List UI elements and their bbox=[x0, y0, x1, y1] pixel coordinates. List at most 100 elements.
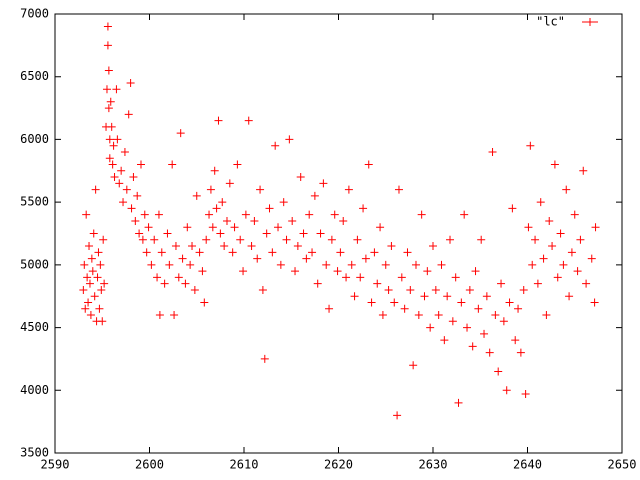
point bbox=[394, 185, 403, 194]
point bbox=[88, 267, 97, 276]
point bbox=[241, 210, 250, 219]
point bbox=[79, 285, 88, 294]
x-tick-label: 2610 bbox=[230, 458, 259, 472]
point bbox=[291, 267, 300, 276]
point bbox=[208, 223, 217, 232]
point bbox=[100, 279, 109, 288]
point bbox=[112, 85, 121, 94]
point bbox=[168, 160, 177, 169]
point bbox=[81, 304, 90, 313]
point bbox=[104, 66, 113, 75]
point bbox=[214, 116, 223, 125]
point bbox=[471, 267, 480, 276]
point bbox=[142, 248, 151, 257]
point bbox=[129, 173, 138, 182]
x-tick-label: 2630 bbox=[419, 458, 448, 472]
point bbox=[299, 229, 308, 238]
point bbox=[210, 166, 219, 175]
point bbox=[115, 179, 124, 188]
point bbox=[353, 235, 362, 244]
point bbox=[205, 210, 214, 219]
point bbox=[463, 323, 472, 332]
point bbox=[576, 235, 585, 244]
point bbox=[488, 147, 497, 156]
point bbox=[85, 279, 94, 288]
point bbox=[524, 223, 533, 232]
point bbox=[268, 248, 277, 257]
point bbox=[138, 235, 147, 244]
point bbox=[253, 254, 262, 263]
point bbox=[94, 248, 103, 257]
point bbox=[393, 411, 402, 420]
point bbox=[256, 185, 265, 194]
point bbox=[103, 22, 112, 31]
point bbox=[135, 229, 144, 238]
point bbox=[491, 311, 500, 320]
point bbox=[212, 204, 221, 213]
point bbox=[165, 260, 174, 269]
point bbox=[236, 235, 245, 244]
point bbox=[454, 398, 463, 407]
point bbox=[474, 304, 483, 313]
point bbox=[176, 129, 185, 138]
point bbox=[183, 223, 192, 232]
point bbox=[89, 229, 98, 238]
point bbox=[376, 223, 385, 232]
point bbox=[437, 260, 446, 269]
point bbox=[556, 229, 565, 238]
point bbox=[262, 229, 271, 238]
point bbox=[347, 260, 356, 269]
point bbox=[420, 292, 429, 301]
point bbox=[344, 185, 353, 194]
point bbox=[409, 361, 418, 370]
point bbox=[155, 311, 164, 320]
point bbox=[97, 285, 106, 294]
point bbox=[228, 248, 237, 257]
point bbox=[282, 235, 291, 244]
point bbox=[247, 242, 256, 251]
legend-marker bbox=[582, 18, 598, 26]
y-tick-label: 5500 bbox=[20, 195, 49, 209]
point bbox=[587, 254, 596, 263]
point bbox=[126, 78, 135, 87]
point bbox=[82, 210, 91, 219]
point bbox=[190, 285, 199, 294]
point bbox=[497, 279, 506, 288]
point bbox=[333, 267, 342, 276]
point bbox=[390, 298, 399, 307]
point bbox=[120, 147, 129, 156]
point bbox=[174, 273, 183, 282]
point bbox=[591, 223, 600, 232]
point bbox=[93, 273, 102, 282]
point bbox=[86, 311, 95, 320]
point bbox=[511, 336, 520, 345]
point bbox=[103, 41, 112, 50]
point bbox=[308, 248, 317, 257]
legend-label: "lc" bbox=[536, 15, 565, 29]
y-tick-label: 4000 bbox=[20, 383, 49, 397]
point bbox=[477, 235, 486, 244]
point bbox=[582, 279, 591, 288]
point bbox=[186, 260, 195, 269]
point bbox=[80, 260, 89, 269]
point bbox=[460, 210, 469, 219]
point bbox=[260, 354, 269, 363]
point bbox=[361, 254, 370, 263]
point bbox=[200, 298, 209, 307]
point bbox=[87, 254, 96, 263]
point bbox=[545, 216, 554, 225]
point bbox=[83, 273, 92, 282]
point bbox=[485, 348, 494, 357]
point bbox=[539, 254, 548, 263]
point bbox=[102, 85, 111, 94]
point bbox=[104, 104, 113, 113]
point bbox=[319, 179, 328, 188]
point bbox=[85, 242, 94, 251]
point bbox=[127, 204, 136, 213]
point bbox=[265, 204, 274, 213]
point bbox=[293, 242, 302, 251]
point bbox=[160, 279, 169, 288]
point bbox=[119, 198, 128, 207]
point bbox=[106, 97, 115, 106]
